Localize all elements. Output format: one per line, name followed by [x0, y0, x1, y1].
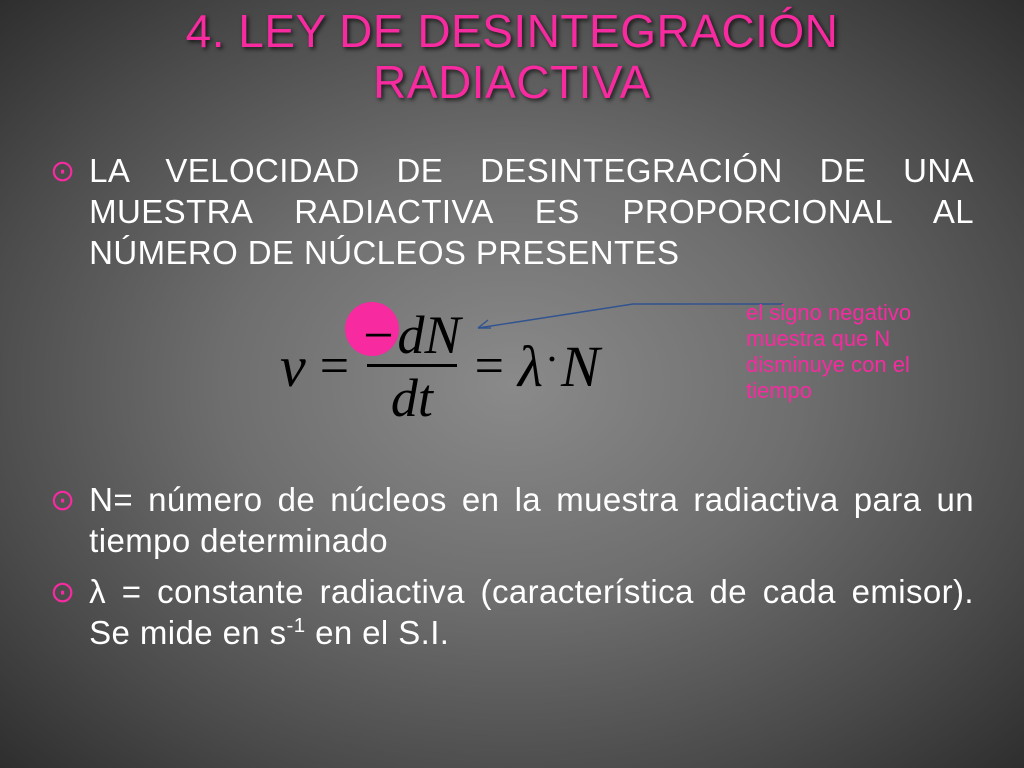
- eq-lambda: λ: [512, 333, 543, 400]
- slide-title: 4. LEY DE DESINTEGRACIÓN RADIACTIVA: [50, 0, 974, 107]
- bullet-icon: ⊙: [50, 572, 75, 614]
- eq-dN: dN: [398, 305, 461, 365]
- equation-annotation: el signo negativo muestra que N disminuy…: [746, 300, 976, 404]
- equation-region: v = −dN dt = λ·N el signo negativo muest…: [50, 288, 974, 460]
- equation: v = −dN dt = λ·N: [280, 308, 600, 425]
- slide-body: ⊙ LA VELOCIDAD DE DESINTEGRACIÓN DE UNA …: [50, 107, 974, 653]
- eq-fraction: −dN dt: [357, 308, 467, 425]
- bullet-text-3-sup: -1: [287, 614, 306, 637]
- eq-equals-2: =: [467, 337, 512, 396]
- eq-dot: ·: [543, 336, 561, 384]
- eq-N: N: [561, 333, 600, 400]
- eq-denominator: dt: [367, 364, 457, 425]
- eq-v: v: [280, 333, 312, 400]
- bullet-item-2: ⊙ N= número de núcleos en la muestra rad…: [50, 480, 974, 562]
- bullet-text-2: N= número de núcleos en la muestra radia…: [89, 480, 974, 562]
- bullet-item-1: ⊙ LA VELOCIDAD DE DESINTEGRACIÓN DE UNA …: [50, 151, 974, 274]
- bullet-icon: ⊙: [50, 480, 75, 522]
- bullet-text-3-pre: λ = constante radiactiva (característica…: [89, 573, 974, 651]
- eq-numerator: −dN: [357, 308, 467, 364]
- eq-minus: −: [363, 305, 397, 365]
- bullet-text-1: LA VELOCIDAD DE DESINTEGRACIÓN DE UNA MU…: [89, 151, 974, 274]
- bullet-text-3-post: en el S.I.: [306, 614, 450, 651]
- bullet-item-3: ⊙ λ = constante radiactiva (característi…: [50, 572, 974, 654]
- bullet-text-3: λ = constante radiactiva (característica…: [89, 572, 974, 654]
- bullet-icon: ⊙: [50, 151, 75, 193]
